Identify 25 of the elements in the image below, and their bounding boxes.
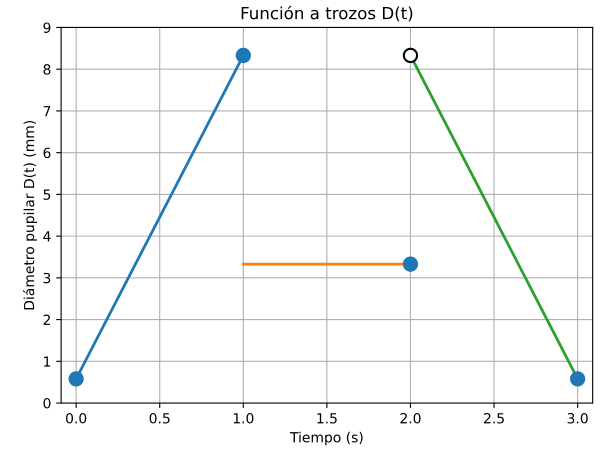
y-tick-label: 6 (44, 148, 51, 158)
point (570, 371, 586, 386)
y-tick-label: 3 (44, 272, 50, 284)
x-tick-label: 2.0 (400, 413, 421, 424)
x-tick-label: 3.0 (568, 413, 588, 424)
point (68, 371, 84, 386)
x-tick-label: 1.5 (317, 413, 337, 424)
y-axis-title: Diámetro pupilar D(t) (mm) (22, 120, 37, 310)
y-tick-label: 1 (44, 356, 50, 367)
y-tick-label: 7 (44, 106, 50, 116)
x-tick-label: 0.0 (66, 413, 86, 424)
y-tick-label: 8 (43, 64, 50, 75)
x-tick-label: 1.0 (234, 413, 254, 424)
y-tick-label: 0 (43, 398, 50, 409)
x-tick-label: 0.5 (150, 413, 170, 424)
x-axis-title: Tiempo (s) (290, 432, 363, 446)
chart-title: Función a trozos D(t) (242, 6, 412, 22)
point (402, 48, 418, 64)
y-tick-label: 5 (44, 190, 50, 200)
y-tick-label: 2 (44, 314, 50, 325)
point (236, 48, 251, 64)
x-tick-label: 2.5 (484, 413, 504, 424)
y-tick-label: 9 (43, 22, 50, 33)
y-tick-label: 4 (43, 231, 51, 242)
point (402, 256, 418, 272)
